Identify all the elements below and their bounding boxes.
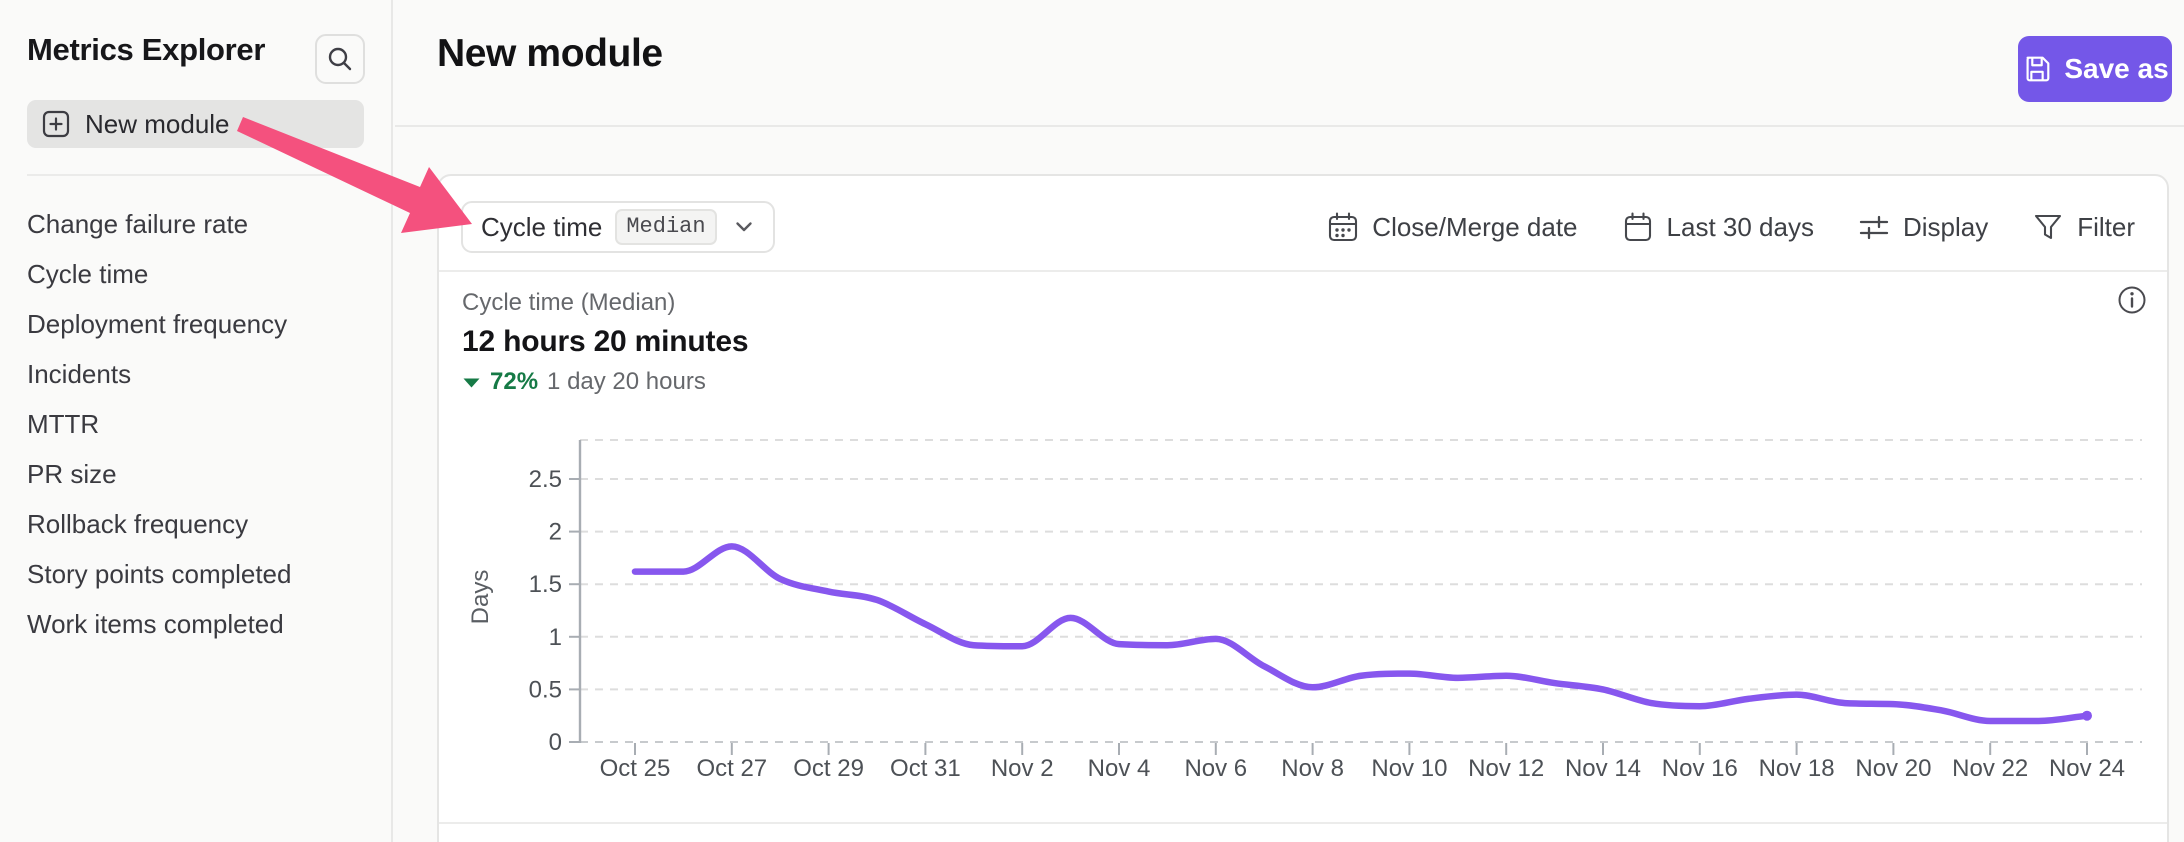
triangle-down-icon: [463, 378, 480, 387]
svg-text:Oct 27: Oct 27: [696, 755, 767, 782]
module-card: Cycle time Median Close/Merge date Last 3…: [437, 174, 2169, 842]
sidebar-metric-list: Change failure rate Cycle time Deployment …: [27, 199, 372, 649]
close-merge-date-button[interactable]: Close/Merge date: [1327, 211, 1578, 243]
chart-value: 12 hours 20 minutes: [462, 325, 749, 358]
svg-text:Nov 24: Nov 24: [2049, 755, 2125, 782]
chart-trend: 72% 1 day 20 hours: [462, 368, 748, 396]
calendar-dots-icon: [1329, 212, 1358, 242]
svg-text:0.5: 0.5: [529, 676, 562, 703]
search-icon: [328, 47, 352, 71]
cycle-time-line-series: [631, 543, 2091, 725]
svg-text:Nov 4: Nov 4: [1088, 755, 1151, 782]
svg-text:1: 1: [549, 624, 562, 651]
chart-header: Cycle time (Median) 12 hours 20 minutes …: [462, 288, 749, 396]
svg-text:2.5: 2.5: [529, 466, 562, 493]
new-module-label: New module: [85, 108, 230, 139]
svg-text:Nov 20: Nov 20: [1855, 755, 1931, 782]
save-as-label: Save as: [2064, 53, 2169, 84]
sidebar-item-incidents[interactable]: Incidents: [27, 358, 132, 389]
metric-dropdown[interactable]: Cycle time Median: [461, 201, 775, 253]
sidebar-item-new-module[interactable]: New module: [27, 100, 364, 148]
sidebar-item-pr-size[interactable]: PR size: [27, 458, 117, 489]
header-divider: [395, 125, 2184, 127]
sidebar-item-work-items-completed[interactable]: Work items completed: [27, 608, 284, 639]
funnel-icon: [2035, 214, 2062, 240]
svg-text:Nov 14: Nov 14: [1565, 755, 1641, 782]
svg-text:Nov 12: Nov 12: [1468, 755, 1544, 782]
svg-text:Nov 10: Nov 10: [1371, 755, 1447, 782]
display-button[interactable]: Display: [1858, 211, 1988, 243]
svg-text:Oct 31: Oct 31: [890, 755, 961, 782]
metric-aggregation-badge: Median: [615, 209, 717, 245]
plus-square-icon: [42, 110, 70, 138]
filter-button[interactable]: Filter: [2032, 211, 2135, 243]
svg-text:Nov 18: Nov 18: [1759, 755, 1835, 782]
filter-button-label: Filter: [2077, 211, 2135, 242]
info-icon[interactable]: [2115, 284, 2149, 318]
svg-text:Nov 8: Nov 8: [1281, 755, 1344, 782]
chart-subtitle: Cycle time (Median): [462, 289, 676, 316]
search-button[interactable]: [315, 34, 365, 84]
sidebar-item-cycle-time[interactable]: Cycle time: [27, 258, 149, 289]
svg-text:1.5: 1.5: [529, 571, 562, 598]
sidebar-item-deployment-frequency[interactable]: Deployment frequency: [27, 308, 288, 339]
sidebar: Metrics Explorer New module Change failu…: [0, 0, 393, 842]
svg-text:Nov 16: Nov 16: [1662, 755, 1738, 782]
date-range-button-label: Last 30 days: [1666, 211, 1814, 242]
card-section-divider: [439, 822, 2167, 824]
svg-text:Nov 2: Nov 2: [991, 755, 1054, 782]
svg-text:Days: Days: [467, 570, 494, 625]
page-title: New module: [437, 32, 663, 75]
sidebar-item-rollback-frequency[interactable]: Rollback frequency: [27, 508, 249, 539]
close-merge-date-button-label: Close/Merge date: [1372, 211, 1578, 242]
svg-text:Nov 22: Nov 22: [1952, 755, 2028, 782]
date-range-button[interactable]: Last 30 days: [1622, 211, 1814, 243]
cycle-time-chart: 0 0.5 1 1.5 2 2.5 Days Oct 25 Oct 27 Oct 29 Oct 31…: [467, 439, 2142, 782]
calendar-icon: [1624, 212, 1651, 242]
sidebar-item-change-failure-rate[interactable]: Change failure rate: [27, 208, 249, 239]
sliders-icon: [1859, 215, 1889, 240]
sidebar-divider: [27, 174, 377, 176]
sidebar-title: Metrics Explorer: [27, 32, 266, 67]
trend-comparison: 1 day 20 hours: [547, 368, 706, 395]
save-icon: [2026, 56, 2050, 82]
svg-text:2: 2: [549, 519, 562, 546]
svg-text:Nov 6: Nov 6: [1184, 755, 1247, 782]
chevron-down-icon: [735, 222, 752, 232]
svg-text:Oct 25: Oct 25: [600, 755, 671, 782]
sidebar-item-mttr[interactable]: MTTR: [27, 408, 100, 439]
toolbar-divider: [439, 270, 2167, 272]
trend-percent: 72%: [490, 368, 539, 395]
save-as-button[interactable]: Save as: [2018, 36, 2172, 102]
svg-text:0: 0: [549, 729, 562, 756]
display-button-label: Display: [1902, 211, 1989, 242]
sidebar-item-story-points-completed[interactable]: Story points completed: [27, 558, 292, 589]
toolbar-controls: Close/Merge date Last 30 days Display Filte…: [1327, 201, 2135, 253]
metric-dropdown-label: Cycle time: [481, 211, 603, 242]
svg-text:Oct 29: Oct 29: [793, 755, 864, 782]
